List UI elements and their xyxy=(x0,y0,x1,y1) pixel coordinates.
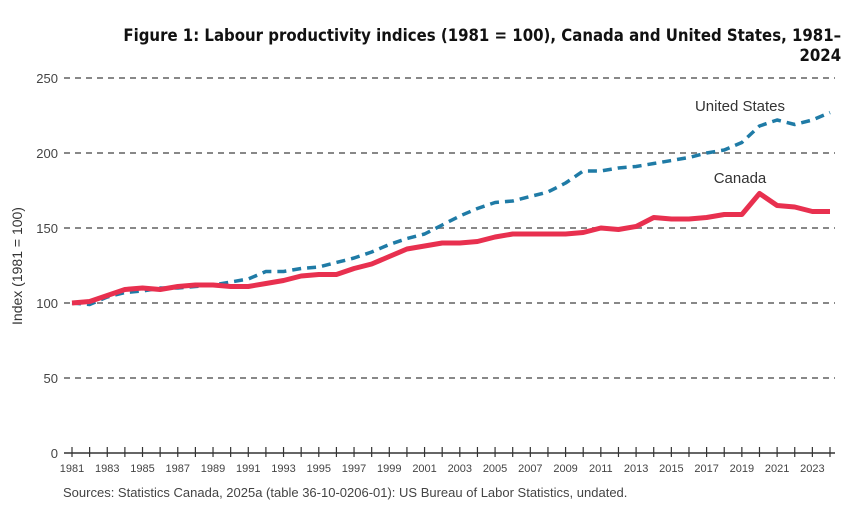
source-note: Sources: Statistics Canada, 2025a (table… xyxy=(63,485,628,500)
x-tick-label: 2007 xyxy=(518,463,542,475)
x-tick-label: 1985 xyxy=(130,463,154,475)
x-tick-label: 2023 xyxy=(800,463,824,475)
y-tick-label: 150 xyxy=(36,221,58,236)
x-tick-label: 2013 xyxy=(624,463,648,475)
series-line-united-states xyxy=(71,110,831,307)
x-tick-label: 2011 xyxy=(589,463,613,475)
x-tick-label: 1991 xyxy=(236,463,260,475)
x-tick-label: 2009 xyxy=(553,463,577,475)
x-tick-label: 1981 xyxy=(60,463,84,475)
x-tick-label: 1989 xyxy=(201,463,225,475)
x-tick-label: 1983 xyxy=(95,463,119,475)
y-tick-label: 50 xyxy=(44,371,58,386)
x-tick-label: 2003 xyxy=(448,463,472,475)
y-tick-label: 100 xyxy=(36,296,58,311)
x-tick-label: 2001 xyxy=(412,463,436,475)
y-tick-label: 250 xyxy=(36,71,58,86)
x-tick-label: 2021 xyxy=(765,463,789,475)
series-label-united-states: United States xyxy=(695,98,785,115)
x-tick-label: 1995 xyxy=(307,463,331,475)
x-tick-label: 1987 xyxy=(166,463,190,475)
series-label-canada: Canada xyxy=(714,170,767,187)
x-tick-label: 1997 xyxy=(342,463,366,475)
x-tick-label: 2019 xyxy=(730,463,754,475)
y-tick-label: 0 xyxy=(51,446,58,461)
x-tick-label: 1993 xyxy=(271,463,295,475)
x-tick-label: 2005 xyxy=(483,463,507,475)
x-tick-label: 2015 xyxy=(659,463,683,475)
series-line-canada xyxy=(71,191,830,306)
x-tick-label: 2017 xyxy=(694,463,718,475)
x-tick-label: 1999 xyxy=(377,463,401,475)
y-tick-label: 200 xyxy=(36,146,58,161)
y-axis-label: Index (1981 = 100) xyxy=(9,207,25,325)
chart-title: Figure 1: Labour productivity indices (1… xyxy=(123,26,842,66)
